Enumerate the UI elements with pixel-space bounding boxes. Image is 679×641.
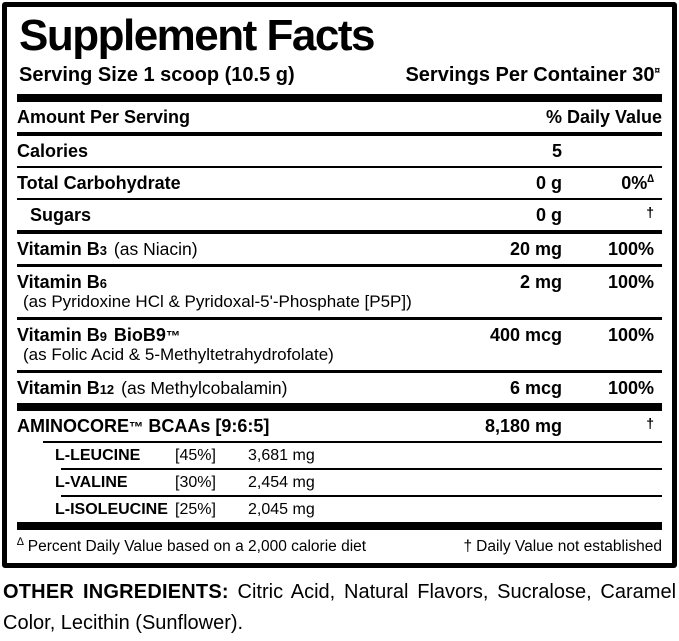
row-sugars: Sugars 0 g † [17, 200, 662, 230]
b3-dv: 100% [607, 239, 654, 260]
thick-divider-bottom [17, 522, 662, 531]
leucine-percent: [45%] [175, 447, 216, 465]
trademark-symbol: ™ [129, 420, 144, 437]
daily-value-footnote: ∆ Percent Daily Value based on a 2,000 ca… [17, 536, 367, 556]
divider [17, 370, 662, 374]
leucine-amount: 3,681 mg [248, 447, 315, 465]
dagger-footnote-symbol: † [463, 538, 473, 556]
other-ingredients-label: OTHER INGREDIENTS: [3, 581, 229, 604]
row-l-valine: L-VALINE [30%] 2,454 mg [55, 470, 662, 495]
row-calories: Calories 5 [17, 141, 562, 162]
sugars-amount: 0 g [535, 205, 562, 226]
row-total-carbohydrate: Total Carbohydrate 0 g 0%∆ [17, 168, 662, 198]
delta-footnote-symbol: ∆ [647, 173, 654, 186]
panel-title: Supplement Facts [19, 11, 375, 60]
b12-amount: 6 mcg [509, 378, 562, 399]
b3-subscript: 3 [99, 243, 107, 259]
divider [17, 166, 662, 169]
thick-divider-top [17, 94, 662, 103]
serving-size: Serving Size 1 scoop (10.5 g) [19, 64, 295, 87]
not-established-footnote: † Daily Value not established [463, 538, 662, 556]
divider [17, 264, 662, 268]
b6-subscript: 6 [99, 276, 107, 292]
calories-amount: 5 [551, 141, 562, 162]
b12-subscript: 12 [99, 382, 115, 398]
other-ingredients: OTHER INGREDIENTS: Citric Acid, Natural … [2, 577, 677, 639]
row-l-isoleucine: L-ISOLEUCINE [25%] 2,045 mg [55, 497, 662, 522]
isoleucine-amount: 2,045 mg [248, 501, 315, 519]
row-vitamin-b12: Vitamin B12 (as Methylcobalamin) 6 mcg 10… [17, 373, 662, 403]
delta-footnote-symbol: ∆ [17, 536, 24, 549]
biob9-brand: BioB9™ [113, 325, 181, 346]
divider [61, 495, 662, 498]
b6-dv: 100% [607, 272, 654, 293]
daily-value-header: % Daily Value [545, 107, 662, 128]
valine-amount: 2,454 mg [248, 474, 315, 492]
thick-divider-middle [17, 403, 662, 412]
servings-per-container: Servings Per Container 30¤ [405, 64, 660, 87]
b6-amount: 2 mg [519, 272, 562, 293]
aminocore-dv: † [562, 415, 662, 437]
divider [17, 132, 662, 137]
divider [43, 441, 662, 444]
trademark-symbol: ™ [165, 329, 181, 346]
b6-source-note: (as Pyridoxine HCl & Pyridoxal-5'-Phosph… [23, 292, 412, 312]
row-vitamin-b9: Vitamin B9 BioB9™ 400 mcg 100% (as Folic … [17, 320, 662, 370]
row-vitamin-b3: Vitamin B3 (as Niacin) 20 mg 100% [17, 234, 662, 264]
row-vitamin-b6: Vitamin B6 2 mg 100% (as Pyridoxine HCl … [17, 267, 662, 317]
b9-subscript: 9 [99, 329, 107, 345]
divider [61, 468, 662, 471]
carb-dv: 0%∆ [621, 173, 654, 194]
aminocore-amount: 8,180 mg [484, 416, 562, 437]
footnote-row: ∆ Percent Daily Value based on a 2,000 ca… [17, 530, 662, 558]
sugars-dv: † [562, 204, 662, 226]
b3-amount: 20 mg [509, 239, 562, 260]
container-footnote-symbol: ¤ [654, 65, 660, 77]
b12-dv: 100% [607, 378, 654, 399]
b9-source-note: (as Folic Acid & 5-Methyltetrahydrofolat… [23, 345, 334, 365]
row-l-leucine: L-LEUCINE [45%] 3,681 mg [55, 443, 662, 468]
isoleucine-percent: [25%] [175, 501, 216, 519]
column-header-row: Amount Per Serving % Daily Value [17, 102, 662, 132]
carb-amount: 0 g [535, 173, 562, 194]
b9-dv: 100% [607, 325, 654, 346]
supplement-facts-panel: Supplement Facts Serving Size 1 scoop (1… [2, 2, 677, 569]
valine-percent: [30%] [175, 474, 216, 492]
dagger-footnote-symbol: † [646, 204, 654, 221]
divider [17, 230, 662, 235]
amount-per-serving-header: Amount Per Serving [17, 107, 191, 128]
divider [17, 198, 662, 201]
row-aminocore-blend: AMINOCORE™ BCAAs [9:6:5] 8,180 mg † [17, 411, 662, 441]
b9-amount: 400 mcg [489, 325, 562, 346]
divider [17, 317, 662, 321]
dagger-footnote-symbol: † [646, 415, 654, 432]
serving-info-row: Serving Size 1 scoop (10.5 g) Servings P… [17, 64, 662, 94]
